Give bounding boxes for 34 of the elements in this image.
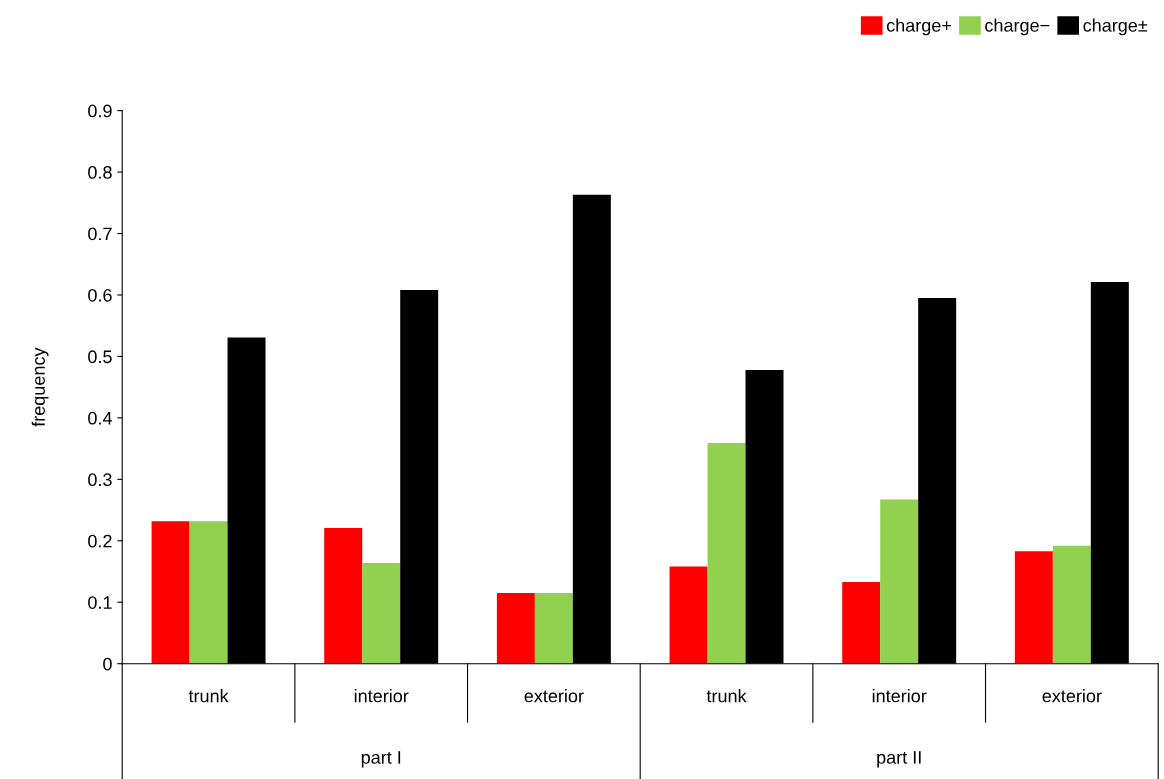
text: part II xyxy=(877,751,921,768)
bar xyxy=(496,593,535,664)
bar xyxy=(1014,551,1053,664)
x-tick-label: interior xyxy=(354,689,409,703)
x-tick-label: interior xyxy=(872,689,927,703)
x-tick-label: trunk xyxy=(188,689,229,703)
y-tick-label: 0.9 xyxy=(88,104,112,118)
bar xyxy=(189,521,228,664)
legend-label: charge+ xyxy=(886,18,951,36)
y-tick-label: 0.4 xyxy=(88,411,112,425)
y-tick-label: 0 xyxy=(103,657,112,671)
text: part I xyxy=(361,751,401,768)
bar xyxy=(842,581,881,664)
y-tick-label: 0.1 xyxy=(88,596,112,609)
y-tick-label: 0.3 xyxy=(88,473,112,487)
bar xyxy=(534,593,573,664)
y-axis-title: frequency xyxy=(31,347,49,427)
bar xyxy=(707,443,746,664)
x-tick-label: trunk xyxy=(706,689,747,703)
y-tick-label: 0.8 xyxy=(88,166,112,179)
legend-label: charge± xyxy=(1083,18,1148,36)
bar xyxy=(1052,545,1091,664)
bar xyxy=(362,562,401,664)
x-tick-label: exterior xyxy=(1042,689,1102,703)
bar xyxy=(880,499,919,664)
legend-label: charge− xyxy=(985,18,1050,36)
bar xyxy=(151,521,190,664)
y-tick-label: 0.7 xyxy=(88,227,112,241)
y-tick-label: 0.2 xyxy=(88,534,112,548)
x-tick-label: exterior xyxy=(524,689,584,703)
bar xyxy=(324,527,363,664)
bar xyxy=(669,566,708,664)
y-tick-label: 0.6 xyxy=(88,288,112,302)
y-tick-label: 0.5 xyxy=(88,350,112,364)
